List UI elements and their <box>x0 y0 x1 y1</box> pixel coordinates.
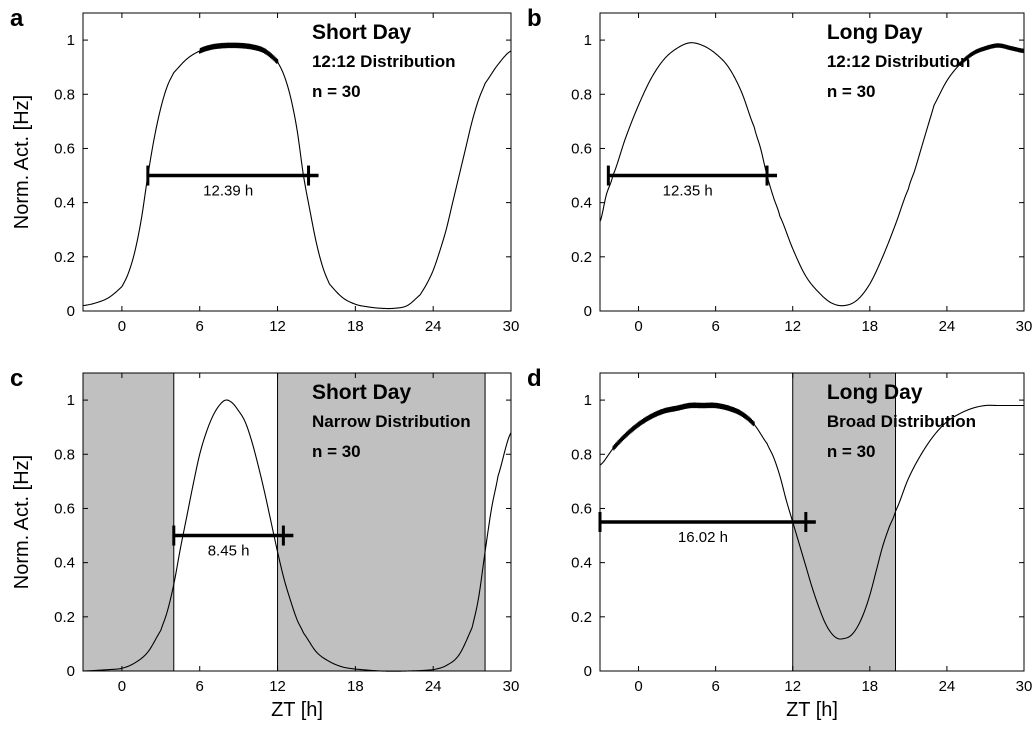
x-tick-label: 0 <box>118 318 126 335</box>
x-tick-label: 18 <box>347 318 364 335</box>
axes-frame <box>82 12 512 312</box>
panel-c: 0 6 12 18 24 30 0 0.2 0.4 0.6 0.8 1 8.45 h c Short Day… <box>10 365 519 721</box>
x-tick-label: 30 <box>503 318 520 335</box>
y-tick-label: 0.4 <box>54 555 75 572</box>
x-tick-label: 0 <box>634 318 642 335</box>
y-axis-label: Norm. Act. [Hz] <box>11 455 33 589</box>
y-tick-label: 0.8 <box>54 86 75 103</box>
y-axis-label: Norm. Act. [Hz] <box>11 95 33 229</box>
y-tick-label: 0.4 <box>54 195 75 212</box>
y-tick-label: 0 <box>67 663 75 680</box>
panel-title: Short Day <box>312 381 412 404</box>
duration-label: 12.39 h <box>203 183 253 200</box>
shaded-region <box>82 372 175 672</box>
y-tick-label: 1 <box>67 392 75 409</box>
shaded-region <box>277 372 486 672</box>
y-tick-label: 0.4 <box>571 195 592 212</box>
x-tick-label: 6 <box>711 678 719 695</box>
x-tick-label: 6 <box>711 318 719 335</box>
x-tick-label: 24 <box>939 318 956 335</box>
panel-letter: c <box>10 365 23 392</box>
y-tick-label: 0.8 <box>571 86 592 103</box>
x-tick-label: 24 <box>425 318 442 335</box>
x-tick-label: 18 <box>861 318 878 335</box>
y-tick-label: 1 <box>67 32 75 49</box>
duration-label: 16.02 h <box>678 529 728 546</box>
x-tick-label: 18 <box>861 678 878 695</box>
activity-curve <box>82 42 512 310</box>
panel-letter: b <box>527 5 542 32</box>
panel-n-label: n = 30 <box>312 442 361 461</box>
duration-label: 12.35 h <box>663 183 713 200</box>
x-tick-label: 24 <box>939 678 956 695</box>
x-tick-label: 30 <box>1016 678 1033 695</box>
panel-letter: d <box>527 365 542 392</box>
y-tick-label: 1 <box>584 392 592 409</box>
x-tick-label: 12 <box>269 318 286 335</box>
x-tick-label: 12 <box>269 678 286 695</box>
x-tick-label: 12 <box>784 318 801 335</box>
x-tick-label: 6 <box>196 318 204 335</box>
panel-title: Long Day <box>827 381 923 404</box>
axes-frame <box>82 372 512 672</box>
x-axis-label: ZT [h] <box>786 699 838 721</box>
y-tick-label: 0 <box>584 303 592 320</box>
panel-subtitle: 12:12 Distribution <box>827 52 971 71</box>
panel-subtitle: Narrow Distribution <box>312 412 471 431</box>
y-tick-label: 0.8 <box>54 446 75 463</box>
x-tick-label: 12 <box>784 678 801 695</box>
y-tick-label: 1 <box>584 32 592 49</box>
panel-n-label: n = 30 <box>827 442 876 461</box>
panel-subtitle: Broad Distribution <box>827 412 976 431</box>
panels: 0 6 12 18 24 30 0 0.2 0.4 0.6 0.8 1 12.39 h a Short Da… <box>10 5 1032 721</box>
x-tick-label: 30 <box>1016 318 1033 335</box>
y-tick-label: 0.6 <box>571 500 592 517</box>
duration-label: 8.45 h <box>208 543 250 560</box>
y-tick-label: 0.8 <box>571 446 592 463</box>
x-tick-label: 0 <box>118 678 126 695</box>
activity-curve <box>82 399 512 672</box>
activity-curve <box>599 42 1025 307</box>
panel-n-label: n = 30 <box>827 82 876 101</box>
y-tick-label: 0 <box>584 663 592 680</box>
y-tick-label: 0.2 <box>571 249 592 266</box>
y-tick-label: 0.6 <box>54 140 75 157</box>
panel-b: 0 6 12 18 24 30 0 0.2 0.4 0.6 0.8 1 12.35 h b Long Day… <box>527 5 1032 335</box>
y-tick-label: 0.4 <box>571 555 592 572</box>
y-tick-label: 0.6 <box>54 500 75 517</box>
x-tick-label: 18 <box>347 678 364 695</box>
panel-n-label: n = 30 <box>312 82 361 101</box>
panel-letter: a <box>10 5 24 32</box>
panel-d: 0 6 12 18 24 30 0 0.2 0.4 0.6 0.8 1 16.02 h d Long Day… <box>527 365 1032 721</box>
activity-curve <box>599 402 1024 640</box>
x-tick-label: 6 <box>196 678 204 695</box>
x-tick-label: 0 <box>634 678 642 695</box>
panel-title: Long Day <box>827 21 923 44</box>
y-tick-label: 0 <box>67 303 75 320</box>
y-tick-label: 0.6 <box>571 140 592 157</box>
y-tick-label: 0.2 <box>54 609 75 626</box>
x-tick-label: 24 <box>425 678 442 695</box>
x-tick-label: 30 <box>503 678 520 695</box>
panel-subtitle: 12:12 Distribution <box>312 52 456 71</box>
x-axis-label: ZT [h] <box>271 699 323 721</box>
axes-frame <box>599 12 1025 312</box>
y-tick-label: 0.2 <box>54 249 75 266</box>
y-tick-label: 0.2 <box>571 609 592 626</box>
panel-title: Short Day <box>312 21 412 44</box>
panel-a: 0 6 12 18 24 30 0 0.2 0.4 0.6 0.8 1 12.39 h a Short Da… <box>10 5 519 335</box>
